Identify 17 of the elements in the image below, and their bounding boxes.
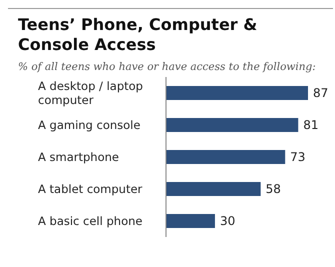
data-label: 58 [266, 182, 281, 196]
bar [166, 214, 215, 228]
chart-title: Teens’ Phone, Computer & Console Access [18, 15, 258, 55]
y-tick-label: A basic cell phone [38, 214, 142, 228]
data-label: 87 [313, 86, 328, 100]
bar [166, 118, 298, 132]
data-label: 30 [220, 214, 236, 228]
bar [166, 86, 308, 100]
data-label: 73 [290, 150, 306, 164]
bar [166, 150, 286, 164]
y-tick-label: A smartphone [38, 150, 119, 164]
y-tick-label: A tablet computer [38, 182, 143, 196]
y-tick-label: A gaming console [38, 118, 140, 132]
chart-subtitle: % of all teens who have or have access to the following: [18, 61, 317, 73]
y-tick-label: A desktop / laptop computer [38, 79, 143, 107]
bar [166, 182, 261, 196]
data-label: 81 [303, 118, 318, 132]
